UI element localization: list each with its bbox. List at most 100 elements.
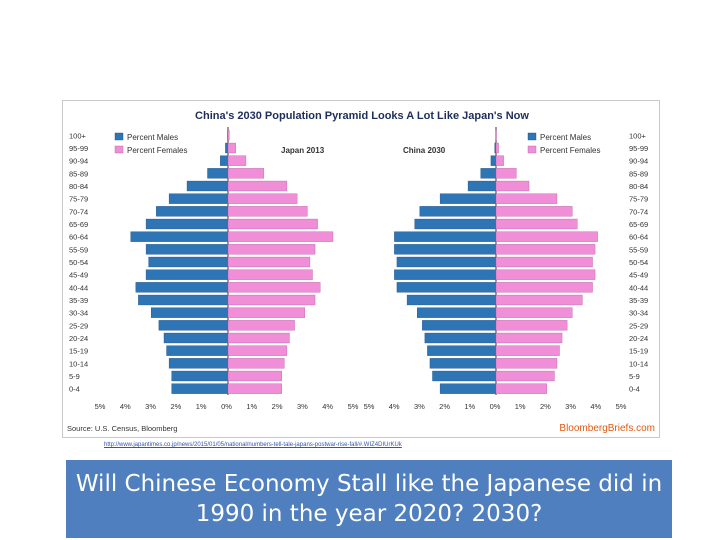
age-label-left: 45-49 [69,271,88,280]
age-label-right: 80-84 [629,182,648,191]
bar-female-95-99 [495,142,499,154]
bar-female-40-44 [495,282,593,293]
bar-female-85-89 [227,168,265,179]
bar-female-35-39 [495,294,583,306]
bar-male-60-64 [130,231,229,242]
age-label-right: 100+ [629,131,647,140]
bar-male-45-49 [394,269,497,280]
age-label-right: 20-24 [629,334,648,343]
bar-female-15-19 [227,345,288,356]
bar-male-80-84 [186,180,229,192]
legend-label: Percent Males [127,133,178,142]
bar-female-30-34 [495,307,573,318]
bar-female-5-9 [227,370,282,382]
bar-female-65-69 [495,218,578,230]
bar-male-80-84 [467,180,497,192]
age-label-left: 35-39 [69,296,88,305]
bar-male-75-79 [439,193,497,204]
bar-female-100+ [495,130,497,141]
bar-female-0-4 [227,383,282,394]
bar-male-85-89 [480,168,497,179]
age-label-right: 85-89 [629,169,648,178]
bar-female-45-49 [495,269,596,280]
age-label-left: 50-54 [69,258,88,267]
bar-male-10-14 [429,358,497,369]
x-tick-label: 5% [616,402,627,411]
age-label-right: 60-64 [629,233,648,242]
bar-female-0-4 [495,383,547,394]
age-label-left: 70-74 [69,207,88,216]
chart-title: China's 2030 Population Pyramid Looks A … [195,110,529,122]
bar-male-55-59 [394,244,497,255]
bar-male-10-14 [168,358,229,369]
x-tick-label: 2% [272,402,283,411]
bar-male-5-9 [171,370,229,382]
age-label-left: 55-59 [69,245,88,254]
age-label-left: 40-44 [69,283,88,292]
age-label-left: 15-19 [69,347,88,356]
age-label-right: 45-49 [629,271,648,280]
bar-male-30-34 [417,307,497,318]
bar-male-60-64 [394,231,497,242]
age-label-left: 25-29 [69,321,88,330]
x-tick-label: 5% [364,402,375,411]
legend-swatch [527,145,537,154]
x-tick-label: 5% [348,402,359,411]
x-tick-label: 0% [221,402,232,411]
caption-box: Will Chinese Economy Stall like the Japa… [66,460,672,538]
population-pyramid-figure: China's 2030 Population Pyramid Looks A … [62,100,660,438]
bar-female-60-64 [227,231,334,242]
bar-female-20-24 [495,332,563,344]
x-tick-label: 2% [170,402,181,411]
bar-female-10-14 [227,358,285,369]
age-label-right: 50-54 [629,258,648,267]
age-label-left: 20-24 [69,334,88,343]
x-tick-label: 3% [414,402,425,411]
bar-female-70-74 [227,206,308,217]
legend-swatch [114,145,124,154]
bar-male-75-79 [168,193,229,204]
age-label-right: 90-94 [629,157,648,166]
bar-male-45-49 [145,269,229,280]
bar-male-50-54 [148,256,229,268]
bar-male-95-99 [225,142,229,154]
bar-female-15-19 [495,345,560,356]
bar-female-55-59 [495,244,596,255]
bar-male-35-39 [138,294,229,306]
bar-female-50-54 [495,256,593,268]
age-label-right: 0-4 [629,385,640,394]
legend-label: Percent Females [127,146,187,155]
x-tick-label: 3% [145,402,156,411]
age-label-left: 95-99 [69,144,88,153]
bar-female-35-39 [227,294,316,306]
bar-male-30-34 [150,307,229,318]
bar-female-45-49 [227,269,313,280]
bar-female-75-79 [495,193,558,204]
x-tick-label: 2% [540,402,551,411]
x-tick-label: 0% [490,402,501,411]
bar-male-0-4 [171,383,229,394]
bar-female-100+ [227,130,230,141]
bar-female-60-64 [495,231,598,242]
age-label-left: 30-34 [69,309,88,318]
x-tick-label: 1% [196,402,207,411]
age-label-right: 25-29 [629,321,648,330]
bar-female-80-84 [495,180,530,192]
source-link[interactable]: http://www.japantimes.co.jp/news/2015/01… [104,442,402,448]
x-tick-label: 1% [464,402,475,411]
bar-female-5-9 [495,370,555,382]
age-label-right: 35-39 [629,296,648,305]
x-tick-label: 4% [389,402,400,411]
bar-female-90-94 [495,155,504,166]
bar-female-85-89 [495,168,517,179]
age-label-right: 75-79 [629,195,648,204]
legend-label: Percent Males [540,133,591,142]
bar-male-90-94 [490,155,497,166]
bar-female-70-74 [495,206,573,217]
age-label-left: 10-14 [69,359,88,368]
legend-label: Percent Females [540,146,600,155]
x-tick-label: 4% [590,402,601,411]
bar-female-95-99 [227,142,236,154]
chart-brand: BloombergBriefs.com [559,423,655,434]
bar-female-10-14 [495,358,558,369]
